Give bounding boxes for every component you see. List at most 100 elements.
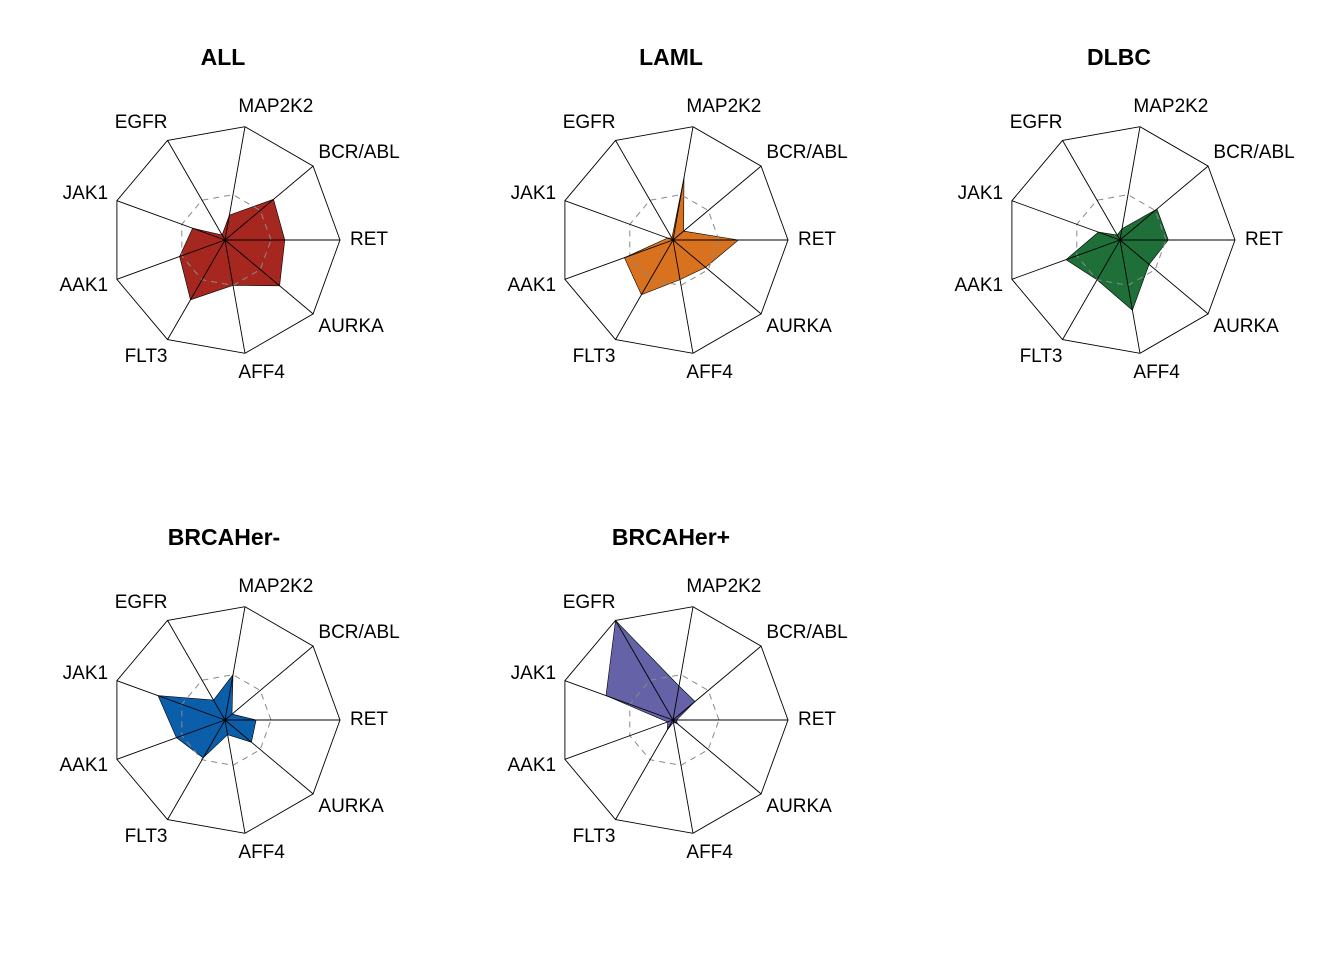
spoke-map2k2 [224, 126, 246, 241]
spoke-egfr [167, 140, 226, 241]
spoke-aff4 [672, 719, 694, 834]
spoke-aurka [672, 239, 762, 315]
spoke-bcr-abl [1119, 165, 1209, 241]
axis-label-jak1: JAK1 [511, 183, 556, 204]
axis-label-aak1: AAK1 [955, 275, 1004, 296]
outer-web [116, 126, 341, 354]
axis-label-egfr: EGFR [1010, 112, 1063, 133]
spoke-aff4 [672, 239, 694, 354]
spoke-aff4 [224, 719, 246, 834]
outer-web [564, 606, 789, 834]
axis-label-jak1: JAK1 [63, 663, 108, 684]
spoke-aff4 [1119, 239, 1141, 354]
spoke-egfr [167, 620, 226, 721]
axis-label-flt3: FLT3 [125, 346, 168, 367]
axis-label-aak1: AAK1 [60, 275, 109, 296]
spoke-aak1 [116, 239, 226, 280]
panel-title: BRCAHer+ [612, 524, 730, 550]
axis-label-flt3: FLT3 [125, 826, 168, 847]
reference-ring [181, 194, 272, 286]
axis-label-aurka: AURKA [766, 316, 832, 337]
series-polygon [179, 198, 286, 301]
axis-label-ret: RET [350, 229, 388, 250]
axis-label-map2k2: MAP2K2 [238, 96, 313, 117]
series-polygon [1065, 208, 1169, 311]
axis-label-map2k2: MAP2K2 [238, 576, 313, 597]
radar-panel-all: ALL RET BCR/ABL MAP2K2 EGFR JAK1 AAK1 FLT3 AFF4 A… [60, 44, 400, 383]
outer-web [116, 606, 341, 834]
spoke-map2k2 [1119, 126, 1141, 241]
axis-label-aurka: AURKA [766, 796, 832, 817]
axis-label-aff4: AFF4 [238, 362, 285, 383]
radar-panel-brcaher: BRCAHer+ RET BCR/ABL MAP2K2 EGFR JAK1 AAK1 FLT3… [508, 524, 848, 863]
spoke-aak1 [116, 719, 226, 760]
axis-label-aak1: AAK1 [60, 755, 109, 776]
spoke-egfr [615, 140, 674, 241]
spoke-aurka [672, 719, 762, 795]
spoke-egfr [615, 620, 674, 721]
spoke-jak1 [564, 680, 674, 721]
spoke-flt3 [615, 719, 674, 820]
series-polygon [605, 619, 696, 731]
axis-label-egfr: EGFR [563, 592, 616, 613]
axis-label-jak1: JAK1 [511, 663, 556, 684]
axis-label-bcr-abl: BCR/ABL [766, 142, 847, 163]
axis-label-bcr-abl: BCR/ABL [1213, 142, 1294, 163]
axis-label-ret: RET [1245, 229, 1283, 250]
series-polygon [157, 673, 257, 759]
axis-label-aff4: AFF4 [238, 842, 285, 863]
reference-ring [181, 674, 272, 766]
spoke-jak1 [1011, 200, 1121, 241]
panel-title: ALL [201, 44, 246, 70]
spoke-aff4 [224, 239, 246, 354]
spoke-aak1 [564, 719, 674, 760]
reference-ring [629, 194, 720, 286]
spoke-bcr-abl [672, 165, 762, 241]
axis-label-ret: RET [798, 709, 836, 730]
spoke-egfr [1062, 140, 1121, 241]
axis-label-ret: RET [350, 709, 388, 730]
spoke-map2k2 [224, 606, 246, 721]
axis-label-bcr-abl: BCR/ABL [766, 622, 847, 643]
spoke-aurka [224, 719, 314, 795]
axis-label-aak1: AAK1 [508, 755, 557, 776]
axis-label-egfr: EGFR [563, 112, 616, 133]
panel-title: DLBC [1087, 44, 1151, 70]
spoke-aak1 [1011, 239, 1121, 280]
spoke-bcr-abl [224, 165, 314, 241]
spoke-flt3 [167, 239, 226, 340]
outer-web [1011, 126, 1236, 354]
spoke-bcr-abl [224, 645, 314, 721]
axis-label-aff4: AFF4 [686, 842, 733, 863]
spoke-map2k2 [672, 606, 694, 721]
axis-label-aff4: AFF4 [686, 362, 733, 383]
panel-title: BRCAHer- [168, 524, 280, 550]
axis-label-map2k2: MAP2K2 [686, 96, 761, 117]
axis-label-bcr-abl: BCR/ABL [318, 622, 399, 643]
axis-label-aak1: AAK1 [508, 275, 557, 296]
spoke-aurka [224, 239, 314, 315]
spoke-aurka [1119, 239, 1209, 315]
axis-label-egfr: EGFR [115, 112, 168, 133]
spoke-flt3 [167, 719, 226, 820]
reference-ring [1076, 194, 1167, 286]
series-polygon [624, 177, 740, 296]
spoke-jak1 [564, 200, 674, 241]
spoke-aak1 [564, 239, 674, 280]
axis-label-map2k2: MAP2K2 [1133, 96, 1208, 117]
spoke-jak1 [116, 680, 226, 721]
axis-label-egfr: EGFR [115, 592, 168, 613]
axis-label-ret: RET [798, 229, 836, 250]
axis-label-aff4: AFF4 [1133, 362, 1180, 383]
axis-label-aurka: AURKA [1213, 316, 1279, 337]
spoke-bcr-abl [672, 645, 762, 721]
axis-label-flt3: FLT3 [1020, 346, 1063, 367]
axis-label-aurka: AURKA [318, 316, 384, 337]
axis-label-map2k2: MAP2K2 [686, 576, 761, 597]
axis-label-jak1: JAK1 [958, 183, 1003, 204]
axis-label-jak1: JAK1 [63, 183, 108, 204]
spoke-flt3 [1062, 239, 1121, 340]
spoke-flt3 [615, 239, 674, 340]
radar-panel-brcaher: BRCAHer- RET BCR/ABL MAP2K2 EGFR JAK1 AAK1 FLT3… [60, 524, 400, 863]
